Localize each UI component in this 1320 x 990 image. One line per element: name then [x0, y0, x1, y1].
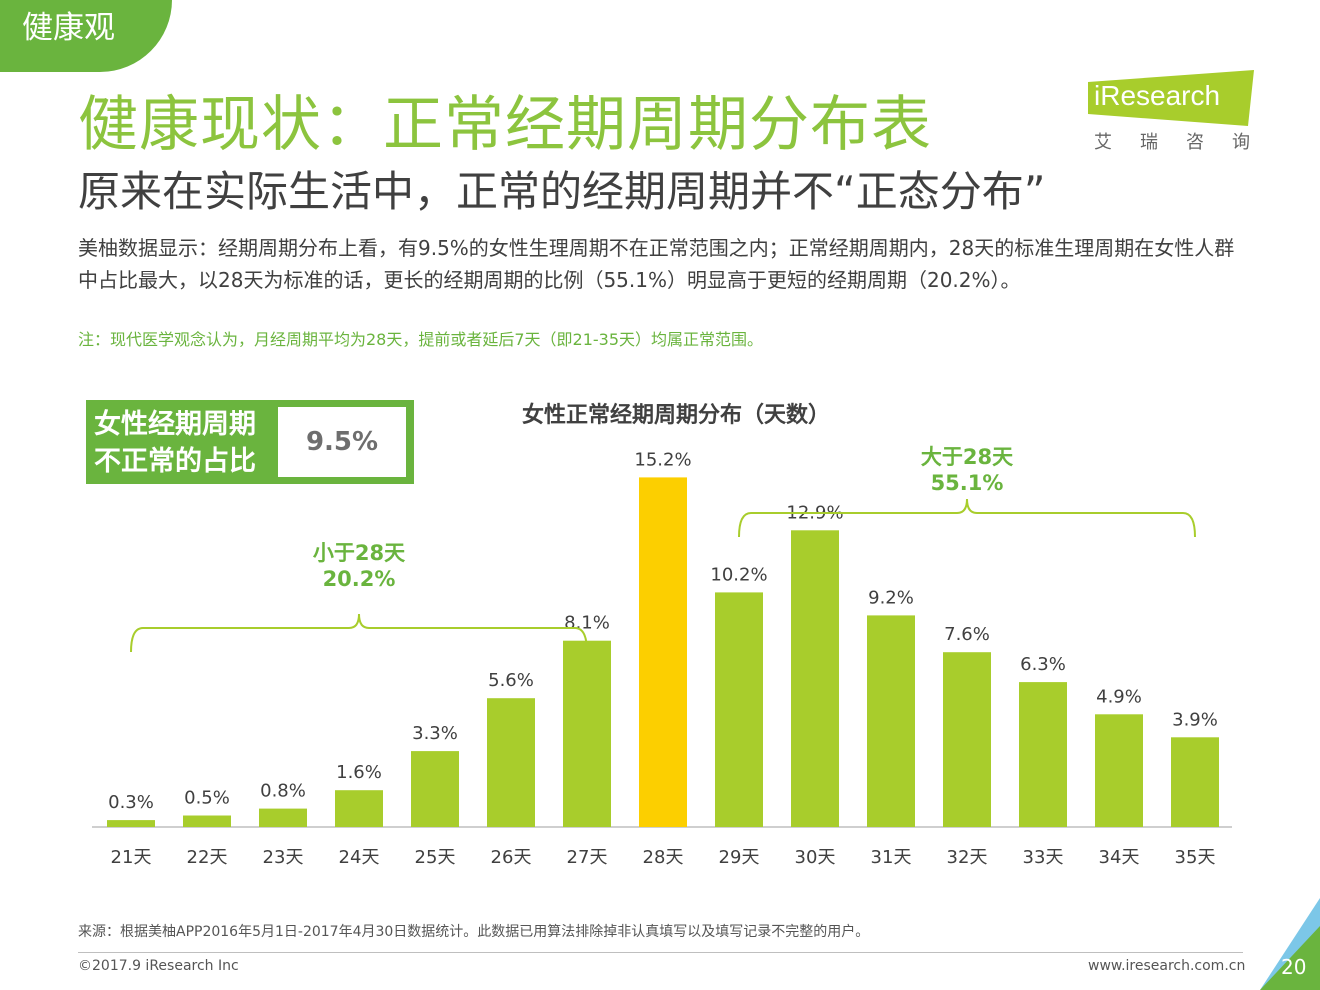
category-label: 32天	[947, 847, 988, 868]
category-label: 33天	[1023, 847, 1064, 868]
bar-26天	[487, 698, 535, 827]
bar-32天	[943, 652, 991, 827]
value-label: 3.9%	[1172, 709, 1218, 730]
stat-value-panel: 9.5%	[278, 407, 406, 477]
value-label: 10.2%	[710, 564, 767, 585]
description-text: 美柚数据显示：经期周期分布上看，有9.5%的女性生理周期不在正常范围之内；正常经…	[78, 236, 1235, 292]
category-label: 26天	[491, 847, 532, 868]
bar-21天	[107, 820, 155, 827]
category-label: 28天	[643, 847, 684, 868]
bar-27天	[563, 640, 611, 827]
cycle-distribution-chart: 女性正常经期周期分布（天数） 0.3% 21天 0.5% 22天 0.8% 23天 1.6% 2…	[92, 402, 1232, 868]
logo-wordmark: iResearch	[1094, 80, 1221, 111]
iresearch-logo: iResearch 艾瑞咨询	[1088, 70, 1258, 154]
annotation-value: 55.1%	[931, 471, 1004, 495]
page-number: 20	[1281, 955, 1307, 979]
value-label: 8.1%	[564, 613, 610, 634]
bar-31天	[867, 615, 915, 827]
value-label: 3.3%	[412, 723, 458, 744]
annotation-value: 20.2%	[323, 567, 396, 591]
category-label: 29天	[719, 847, 760, 868]
category-label: 34天	[1099, 847, 1140, 868]
stat-label: 女性经期周期 不正常的占比	[94, 406, 256, 480]
bar-34天	[1095, 714, 1143, 827]
section-tab: 健康观	[0, 0, 172, 72]
copyright-text: ©2017.9 iResearch Inc	[78, 958, 239, 974]
value-label: 5.6%	[488, 670, 534, 691]
stat-label-line-2: 不正常的占比	[94, 446, 256, 477]
bar-23天	[259, 808, 307, 827]
value-label: 0.3%	[108, 792, 154, 813]
annotation-brace	[130, 613, 588, 653]
source-note: 来源：根据美柚APP2016年5月1日-2017年4月30日数据统计。此数据已用…	[78, 924, 870, 940]
category-label: 27天	[567, 847, 608, 868]
bar-33天	[1019, 682, 1067, 827]
page-subtitle: 原来在实际生活中，正常的经期周期并不“正态分布”	[78, 167, 1046, 216]
value-label: 7.6%	[944, 624, 990, 645]
category-label: 31天	[871, 847, 912, 868]
value-label: 1.6%	[336, 762, 382, 783]
annotation-label: 大于28天	[921, 445, 1014, 469]
logo-chinese-name: 艾瑞咨询	[1094, 132, 1278, 153]
chart-title: 女性正常经期周期分布（天数）	[522, 402, 830, 428]
annotation-label: 小于28天	[313, 541, 406, 565]
stat-value: 9.5%	[305, 427, 379, 457]
stat-label-line-1: 女性经期周期	[94, 409, 256, 440]
value-label: 15.2%	[634, 449, 691, 470]
value-label: 9.2%	[868, 587, 914, 608]
category-label: 21天	[111, 847, 152, 868]
category-label: 23天	[263, 847, 304, 868]
category-label: 25天	[415, 847, 456, 868]
note-text: 注：现代医学观念认为，月经周期平均为28天，提前或者延后7天（即21-35天）均…	[78, 330, 764, 349]
website-url: www.iresearch.com.cn	[1088, 958, 1246, 974]
value-label: 4.9%	[1096, 686, 1142, 707]
annotation-brace	[738, 498, 1196, 538]
bar-22天	[183, 815, 231, 827]
bar-24天	[335, 790, 383, 827]
value-label: 6.3%	[1020, 654, 1066, 675]
logo-banner-shape	[1088, 70, 1254, 126]
bar-29天	[715, 592, 763, 827]
bar-30天	[791, 530, 839, 827]
value-label: 0.8%	[260, 781, 306, 802]
bar-25天	[411, 751, 459, 827]
category-label: 30天	[795, 847, 836, 868]
category-label: 22天	[187, 847, 228, 868]
page-title: 健康现状：正常经期周期分布表	[78, 90, 932, 160]
value-label: 0.5%	[184, 788, 230, 809]
bar-35天	[1171, 737, 1219, 827]
footer-divider	[78, 952, 1243, 953]
bar-28天	[639, 477, 687, 827]
corner-decoration	[1260, 898, 1320, 990]
category-label: 24天	[339, 847, 380, 868]
irregular-cycle-stat-box: 女性经期周期 不正常的占比 9.5%	[86, 400, 414, 484]
category-label: 35天	[1175, 847, 1216, 868]
